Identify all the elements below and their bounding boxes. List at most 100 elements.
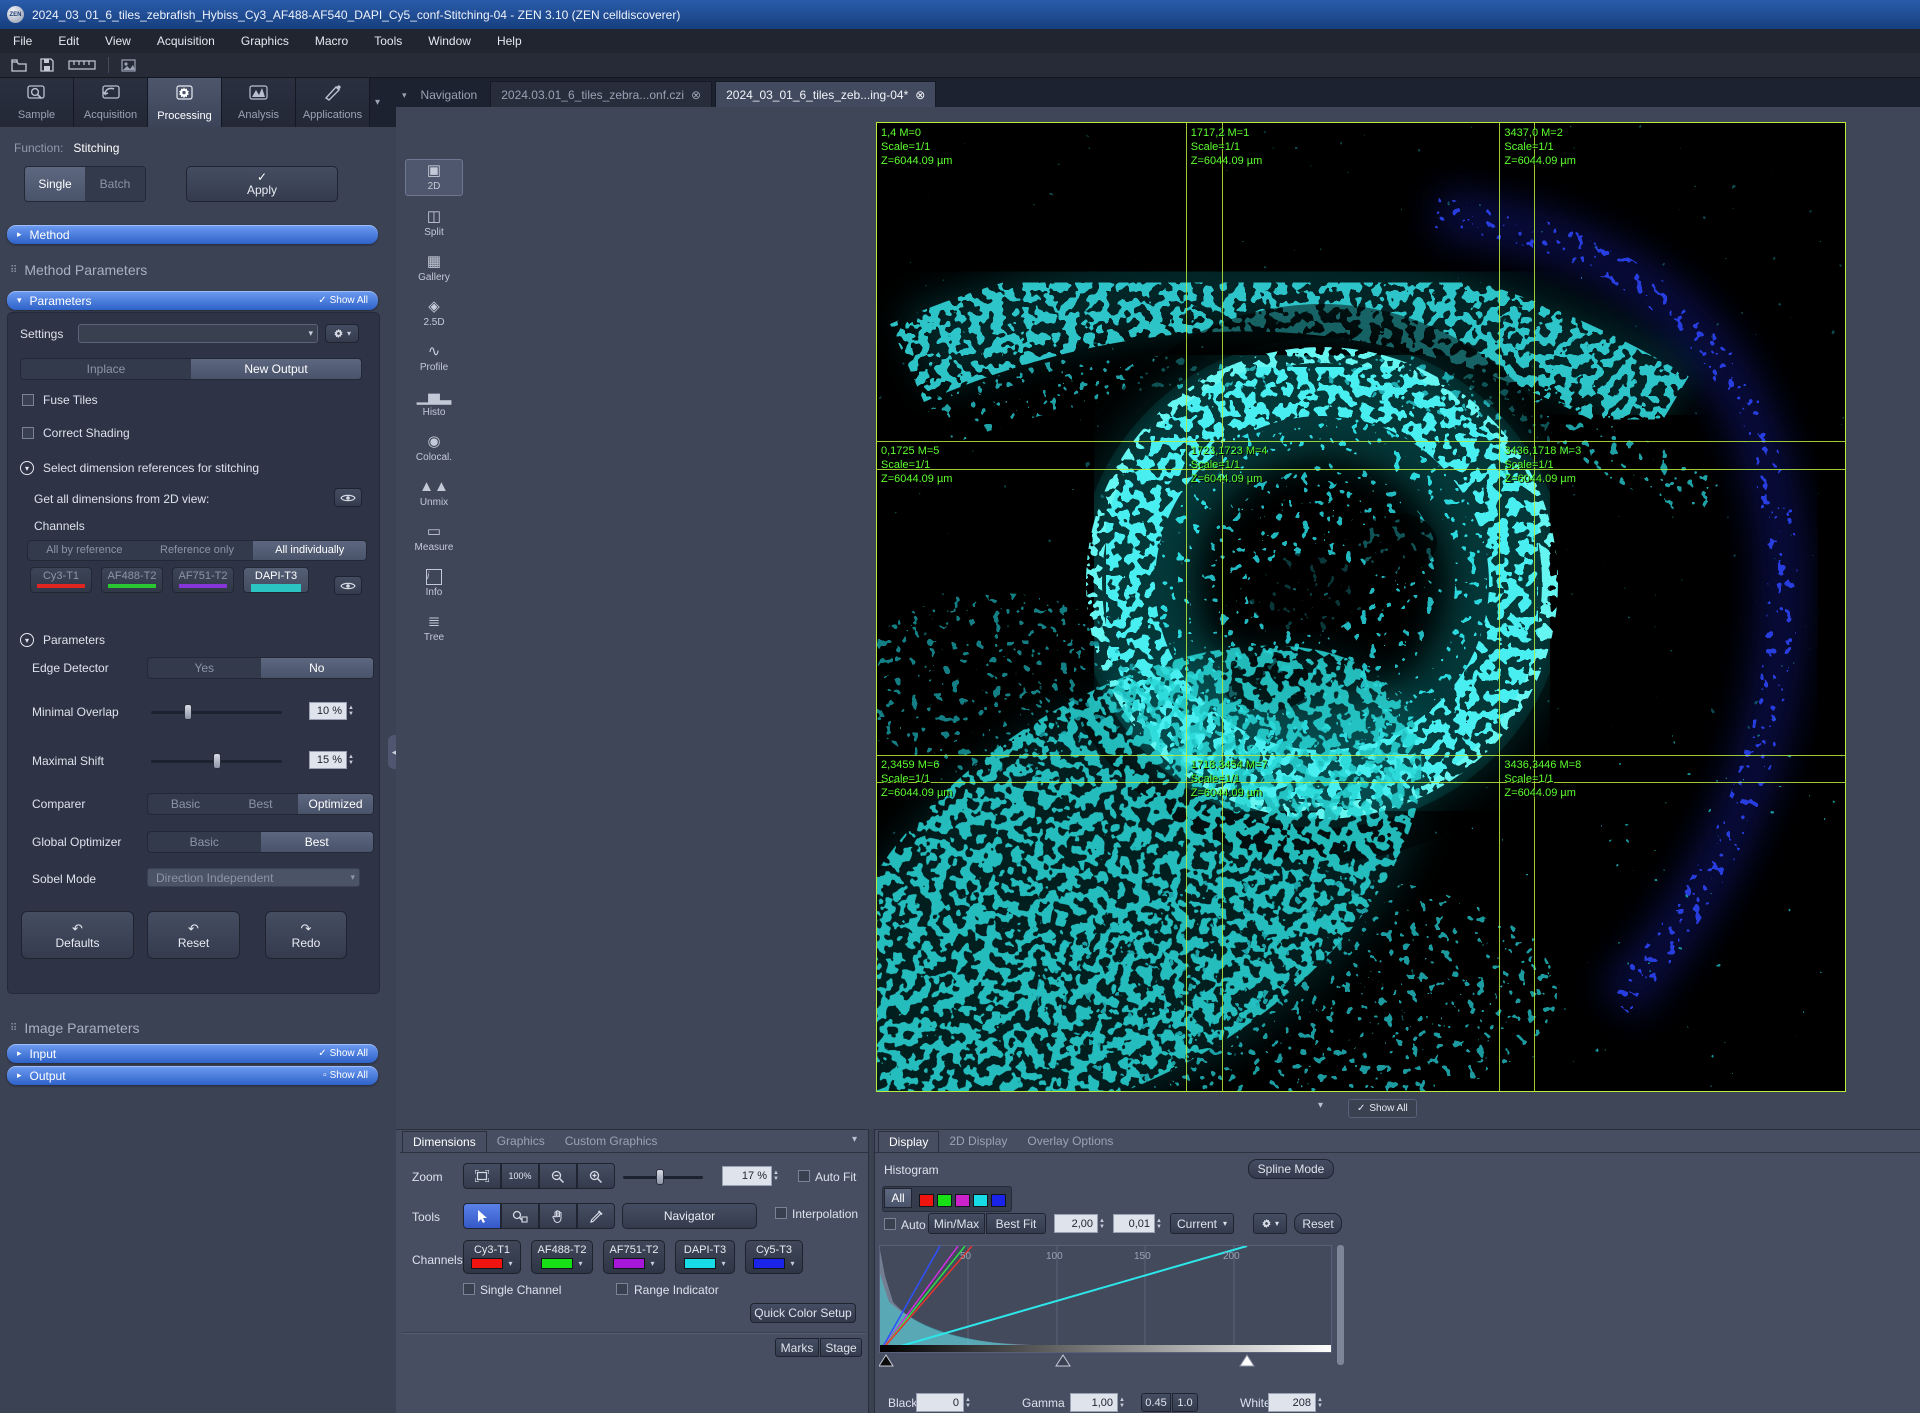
collapse-circle-icon[interactable]: ▾	[20, 633, 34, 647]
marks-button[interactable]: Marks	[775, 1338, 819, 1357]
menu-file[interactable]: File	[13, 34, 33, 48]
black-stepper[interactable]: ▲ ▼	[965, 1396, 971, 1409]
viewer-caret-icon[interactable]: ▾	[1318, 1100, 1324, 1111]
bottom-channel-dapi[interactable]: DAPI-T3 ▾	[675, 1240, 735, 1274]
view-colocal-button[interactable]: ◉ Colocal.	[415, 433, 453, 464]
histogram-channel-red[interactable]	[919, 1194, 934, 1207]
slider-thumb[interactable]	[184, 704, 192, 720]
slider-thumb[interactable]	[656, 1169, 664, 1185]
defaults-button[interactable]: ↶ Defaults	[21, 911, 134, 959]
view-profile-button[interactable]: ∿ Profile	[419, 343, 449, 374]
channel-caret-icon[interactable]: ▾	[578, 1259, 583, 1268]
auto-fit-checkbox[interactable]	[798, 1170, 810, 1182]
channel-caret-icon[interactable]: ▾	[650, 1259, 655, 1268]
best-fit-button[interactable]: Best Fit	[986, 1213, 1046, 1234]
view-25d-button[interactable]: ◈ 2.5D	[423, 298, 445, 329]
view-measure-button[interactable]: ▭ Measure	[414, 523, 454, 554]
channel-caret-icon[interactable]: ▾	[790, 1259, 795, 1268]
output-show-all[interactable]: ▫ Show All	[323, 1070, 368, 1081]
single-channel-checkbox[interactable]	[463, 1283, 475, 1295]
tab-2d-display[interactable]: 2D Display	[949, 1134, 1008, 1148]
reference-only-option[interactable]: Reference only	[160, 544, 234, 556]
output-section-bar[interactable]: ▸ Output ▫ Show All	[7, 1066, 378, 1085]
menu-acquisition[interactable]: Acquisition	[156, 34, 215, 48]
input-show-all[interactable]: ✓ Show All	[318, 1048, 368, 1059]
minimal-overlap-value[interactable]: 10 %	[309, 702, 347, 720]
histogram-settings-button[interactable]: ▾	[1253, 1213, 1287, 1234]
range-indicator-checkbox[interactable]	[616, 1283, 628, 1295]
maximal-shift-stepper[interactable]: ▲ ▼	[348, 754, 354, 766]
comparer-best[interactable]: Best	[248, 797, 273, 811]
fuse-tiles-checkbox[interactable]	[22, 394, 34, 406]
method-section-bar[interactable]: ▸ Method	[7, 225, 378, 244]
tab-custom-graphics[interactable]: Custom Graphics	[564, 1134, 658, 1148]
panel-caret-icon[interactable]: ▾	[852, 1134, 858, 1145]
tab-display[interactable]: Display	[878, 1131, 940, 1153]
view-tree-button[interactable]: ≣ Tree	[423, 613, 445, 644]
white-level-slider[interactable]	[1239, 1354, 1255, 1367]
histogram-all-button[interactable]: All	[884, 1188, 912, 1208]
bottom-channel-cy5[interactable]: Cy5-T3 ▾	[745, 1240, 803, 1274]
tab-graphics[interactable]: Graphics	[496, 1134, 545, 1148]
histogram-channel-magenta[interactable]	[955, 1194, 970, 1207]
maximal-shift-value[interactable]: 15 %	[309, 751, 347, 769]
all-by-reference-option[interactable]: All by reference	[46, 544, 123, 556]
minimal-overlap-slider[interactable]	[151, 704, 282, 720]
channel-caret-icon[interactable]: ▾	[508, 1259, 513, 1268]
redo-button[interactable]: ↷ Redo	[265, 911, 347, 959]
tab-sample[interactable]: Sample	[0, 78, 74, 127]
zoom-in-button[interactable]	[577, 1163, 615, 1189]
histogram-channel-green[interactable]	[937, 1194, 952, 1207]
menu-graphics[interactable]: Graphics	[240, 34, 289, 48]
tabstrip-caret-icon[interactable]: ▾	[402, 90, 407, 100]
channel-caret-icon[interactable]: ▾	[721, 1259, 726, 1268]
zoom-region-tool-button[interactable]	[501, 1203, 539, 1229]
channel-chip-af751[interactable]: AF751-T2	[172, 567, 234, 593]
panel-splitter[interactable]	[868, 1129, 875, 1413]
best-fit-stepper[interactable]: ▲ ▼	[1099, 1217, 1105, 1230]
viewer-show-all-button[interactable]: ✓ Show All	[1348, 1099, 1417, 1118]
histogram-reset-button[interactable]: Reset	[1294, 1213, 1342, 1234]
single-option[interactable]: Single	[25, 167, 85, 201]
tab-navigation[interactable]: Navigation	[420, 87, 478, 102]
collapse-circle-icon[interactable]: ▾	[20, 461, 34, 475]
menu-tools[interactable]: Tools	[374, 34, 403, 48]
channels-eye-button[interactable]	[334, 576, 362, 595]
tab-applications[interactable]: Applications	[296, 78, 370, 127]
tab-acquisition[interactable]: Acquisition	[74, 78, 148, 127]
maximal-shift-slider[interactable]	[151, 753, 282, 769]
comparer-optimized[interactable]: Optimized	[298, 794, 373, 814]
stage-button[interactable]: Stage	[820, 1338, 862, 1357]
bottom-channel-af751[interactable]: AF751-T2 ▾	[603, 1240, 665, 1274]
settings-gear-button[interactable]: ▾	[325, 324, 359, 343]
new-output-option[interactable]: New Output	[191, 359, 361, 379]
min-max-button[interactable]: Min/Max	[928, 1213, 985, 1234]
pan-tool-button[interactable]	[539, 1203, 577, 1229]
best-fit-value[interactable]: 2,00	[1054, 1214, 1098, 1233]
bottom-channel-af488[interactable]: AF488-T2 ▾	[531, 1240, 593, 1274]
get-dims-eye-button[interactable]	[334, 488, 362, 507]
menu-window[interactable]: Window	[428, 34, 471, 48]
more-tabs-caret-icon[interactable]: ▾	[375, 97, 381, 108]
current-dropdown[interactable]: Current ▾	[1170, 1213, 1234, 1234]
edge-yes-option[interactable]: Yes	[194, 661, 215, 675]
histogram-channel-blue[interactable]	[991, 1194, 1006, 1207]
all-individually-option[interactable]: All individually	[253, 541, 366, 560]
black-value[interactable]: 0	[916, 1393, 964, 1412]
sobel-mode-dropdown[interactable]: Direction Independent ▾	[147, 868, 360, 887]
new-image-icon[interactable]	[119, 57, 137, 73]
menu-help[interactable]: Help	[496, 34, 522, 48]
white-value[interactable]: 208	[1268, 1393, 1316, 1412]
gamma-10-button[interactable]: 1.0	[1172, 1393, 1198, 1412]
gamma-stepper[interactable]: ▲ ▼	[1119, 1396, 1125, 1409]
histogram-scrollbar[interactable]	[1337, 1245, 1344, 1365]
tab-analysis[interactable]: Analysis	[222, 78, 296, 127]
channel-chip-cy3[interactable]: Cy3-T1	[30, 567, 92, 593]
tab-document-2[interactable]: 2024_03_01_6_tiles_zeb...ing-04* ⊗	[715, 81, 937, 107]
correct-shading-checkbox[interactable]	[22, 427, 34, 439]
histogram-plot[interactable]: 50 100 150 200	[879, 1245, 1332, 1353]
close-tab-icon[interactable]: ⊗	[691, 87, 702, 102]
parameters-show-all[interactable]: ✓ Show All	[318, 295, 368, 306]
navigator-button[interactable]: Navigator	[622, 1203, 757, 1229]
quick-color-setup-button[interactable]: Quick Color Setup	[750, 1303, 856, 1323]
